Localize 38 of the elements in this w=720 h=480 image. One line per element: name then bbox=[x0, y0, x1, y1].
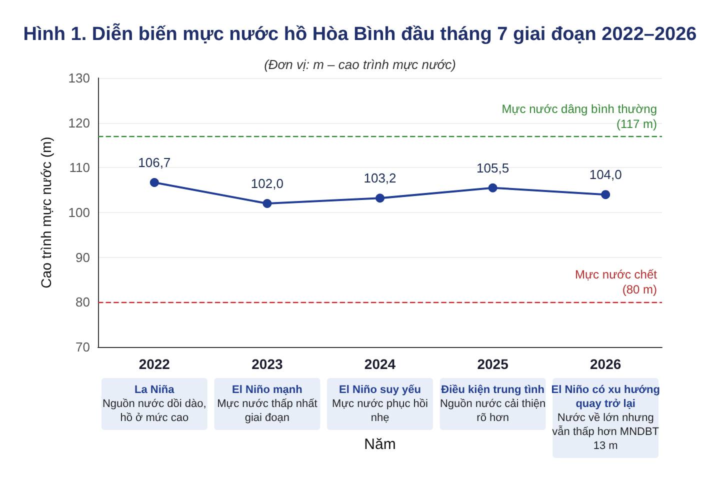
data-label: 106,7 bbox=[138, 154, 171, 170]
y-tick-label: 80 bbox=[76, 294, 90, 310]
text: Điều kiện trung tình bbox=[441, 384, 545, 396]
text: El Niño có xu hướng quay trở lại bbox=[551, 384, 660, 410]
y-tick-label: 90 bbox=[76, 250, 90, 265]
chart-subtitle: (Đơn vị: m – cao trình mực nước) bbox=[264, 57, 456, 72]
point bbox=[601, 190, 610, 200]
text: Nguồn nước cải thiện rõ hơn bbox=[440, 398, 546, 424]
x-tick-label: 2026 bbox=[590, 356, 622, 372]
x-axis-title: Năm bbox=[364, 436, 396, 453]
x-tick-label: 2025 bbox=[477, 356, 509, 372]
data-label: 105,5 bbox=[476, 160, 510, 176]
y-tick-label: 120 bbox=[68, 115, 90, 130]
text: La Niña bbox=[134, 384, 176, 396]
ref-line-label: Mực nước dâng bình thường (117 m) bbox=[502, 102, 658, 131]
point bbox=[488, 183, 498, 192]
y-tick-label: 130 bbox=[68, 70, 90, 86]
point bbox=[150, 178, 159, 187]
text: El Niño suy yếu bbox=[339, 384, 421, 396]
y-axis-title: Cao trình mực nước (m) bbox=[38, 136, 54, 288]
y-tick-label: 70 bbox=[76, 340, 90, 354]
point bbox=[262, 199, 272, 208]
data-label: 103,2 bbox=[364, 170, 396, 186]
y-tick-label: 100 bbox=[68, 205, 90, 220]
x-tick-label: 2024 bbox=[364, 356, 396, 372]
text: Nước về lớn nhưng vẫn thấp hơn MNDBT 13 m bbox=[552, 412, 660, 452]
point bbox=[376, 194, 384, 203]
x-tick-label: 2022 bbox=[138, 356, 170, 372]
chart-title: Hình 1. Diễn biến mực nước hồ Hòa Bình đầu tháng 7 giai đoạn 2022–2026 bbox=[23, 23, 697, 45]
data-label: 102,0 bbox=[250, 176, 284, 192]
text: El Niño mạnh bbox=[232, 384, 303, 396]
ref-line-label: Mực nước chết (80 m) bbox=[575, 268, 658, 297]
text: Mực nước phục hồi nhẹ bbox=[332, 398, 428, 424]
x-tick-label: 2023 bbox=[252, 356, 283, 372]
text: Nguồn nước dồi dào, hồ ở mức cao bbox=[102, 398, 206, 424]
data-label: 104,0 bbox=[589, 167, 622, 182]
text: Mực nước thấp nhất giai đoạn bbox=[217, 398, 318, 424]
y-tick-label: 110 bbox=[69, 160, 90, 176]
